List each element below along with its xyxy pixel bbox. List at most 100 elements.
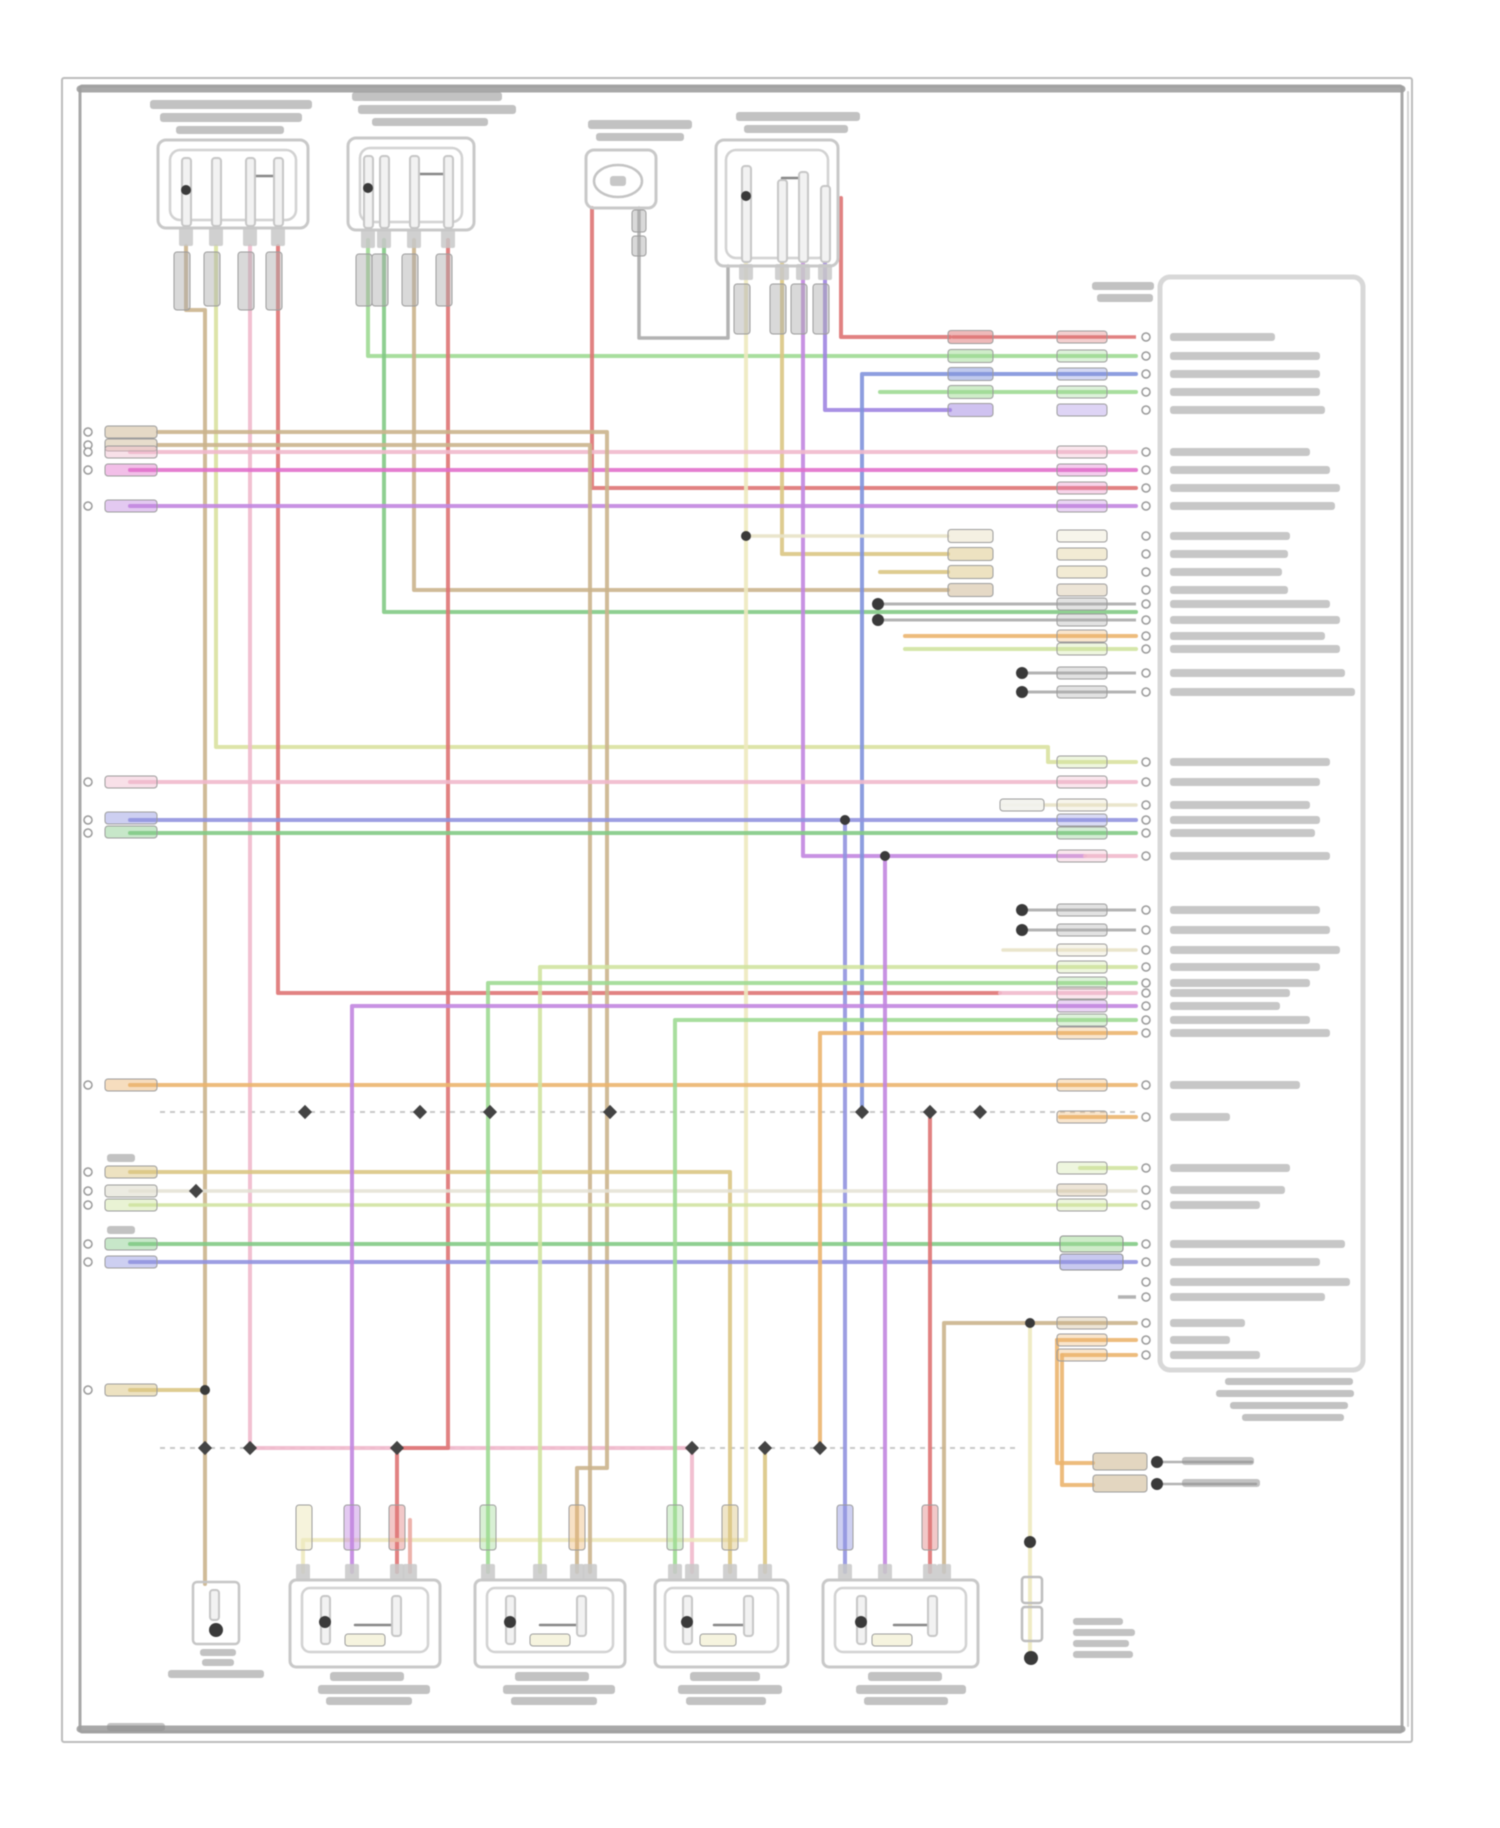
label-block-9 xyxy=(631,235,647,257)
ecm-pin-text-smudge-18 xyxy=(1170,688,1355,696)
diamond-splice-5 xyxy=(922,1104,938,1120)
label-block-33 xyxy=(343,1504,361,1551)
wire-color-label-block-30 xyxy=(1056,986,1108,1000)
wire-org-48 xyxy=(818,1031,1138,1450)
wire-grn-44 xyxy=(486,981,1138,1574)
ecm-pin-circle-33 xyxy=(1141,1028,1151,1038)
terminal-cap-10 xyxy=(796,264,810,280)
ecm-pin-text-smudge-6 xyxy=(1170,466,1330,474)
connector-box-12 xyxy=(653,1578,790,1669)
terminal-cap-19 xyxy=(583,1564,597,1580)
splice-dot-5 xyxy=(681,1616,693,1628)
ecm-pin-circle-43 xyxy=(1141,1318,1151,1328)
wire-amb-14 xyxy=(780,260,950,556)
ecm-pin-text-smudge-41 xyxy=(1170,1278,1350,1286)
splice-dot-13 xyxy=(1024,1536,1036,1548)
terminal-cap-11 xyxy=(818,264,832,280)
splice-dot-1 xyxy=(363,183,373,193)
text-smudge-4 xyxy=(358,105,516,114)
diamond-splice-2 xyxy=(482,1104,498,1120)
connector-pin-13 xyxy=(391,1595,402,1637)
terminal-cap-20 xyxy=(668,1564,682,1580)
sensor-symbol-ellipse xyxy=(592,163,644,199)
ecm-pin-circle-37 xyxy=(1141,1185,1151,1195)
terminal-cap-17 xyxy=(533,1564,547,1580)
ecm-pin-text-smudge-28 xyxy=(1170,963,1320,971)
splice-dot-3 xyxy=(319,1616,331,1628)
diamond-splice-4 xyxy=(854,1104,870,1120)
label-block-3 xyxy=(265,251,283,311)
diamond-splice-11 xyxy=(757,1440,773,1456)
connector-pin-2 xyxy=(245,157,256,227)
ecm-pin-circle-18 xyxy=(1141,687,1151,697)
connector-box-11 xyxy=(485,1586,615,1654)
wire-color-label-block-6 xyxy=(1056,463,1108,477)
terminal-cap-3 xyxy=(271,228,285,246)
wire-tan-9 xyxy=(412,238,950,592)
label-block-43 xyxy=(699,1633,737,1647)
text-smudge-26 xyxy=(856,1685,966,1694)
label-block-0 xyxy=(173,251,191,311)
wire-color-label-block-31 xyxy=(1056,999,1108,1013)
terminal-cap-24 xyxy=(838,1564,852,1580)
wire-color-label-block-20 xyxy=(1056,775,1108,789)
splice-dot-16 xyxy=(1151,1478,1163,1490)
ecm-pin-text-smudge-2 xyxy=(1170,370,1320,378)
splice-dot-11 xyxy=(200,1385,210,1395)
splice-dot-0 xyxy=(181,185,191,195)
splice-dot-10 xyxy=(880,851,890,861)
text-smudge-23 xyxy=(678,1685,782,1694)
inline-connector-block-9 xyxy=(947,529,994,543)
text-smudge-3 xyxy=(352,92,502,101)
ecm-pin-text-smudge-29 xyxy=(1170,979,1310,987)
label-block-27 xyxy=(104,1255,158,1269)
shield-drain-dot-25 xyxy=(1016,904,1028,916)
left-stub-pin-circle-10 xyxy=(83,1186,93,1196)
diamond-splice-6 xyxy=(972,1104,988,1120)
wire-color-label-block-17 xyxy=(1056,666,1108,680)
ecm-pin-circle-16 xyxy=(1141,644,1151,654)
diamond-splice-9 xyxy=(389,1440,405,1456)
label-block-41 xyxy=(344,1633,386,1647)
wire-org-54 xyxy=(1055,1338,1095,1465)
connector-box-7 xyxy=(1157,274,1366,1373)
ecm-pin-circle-30 xyxy=(1141,988,1151,998)
terminal-cap-6 xyxy=(407,230,421,248)
ecm-pin-text-smudge-21 xyxy=(1170,801,1310,809)
ecm-pin-circle-28 xyxy=(1141,962,1151,972)
terminal-cap-4 xyxy=(361,230,375,248)
terminal-cap-14 xyxy=(390,1564,404,1580)
connector-box-13 xyxy=(663,1586,780,1654)
ecm-pin-text-smudge-14 xyxy=(1170,616,1340,624)
wire-vio-15 xyxy=(801,260,1087,858)
text-smudge-13 xyxy=(1216,1390,1354,1397)
connector-box-0 xyxy=(156,138,310,230)
ecm-pin-text-smudge-33 xyxy=(1170,1029,1330,1037)
text-smudge-7 xyxy=(596,133,684,141)
ecm-pin-text-smudge-40 xyxy=(1170,1258,1320,1266)
ecm-pin-text-smudge-34 xyxy=(1170,1081,1300,1089)
text-smudge-14 xyxy=(1230,1402,1348,1409)
terminal-cap-26 xyxy=(923,1564,937,1580)
ecm-pin-circle-7 xyxy=(1141,483,1151,493)
inline-connector-block-3 xyxy=(947,385,994,399)
label-block-11 xyxy=(769,283,787,335)
wire-gr2-8 xyxy=(382,238,1138,614)
ecm-pin-circle-45 xyxy=(1141,1350,1151,1360)
text-smudge-29 xyxy=(202,1659,234,1666)
ecm-pin-circle-12 xyxy=(1141,585,1151,595)
wire-color-label-block-lg-39 xyxy=(1059,1235,1124,1253)
text-smudge-19 xyxy=(515,1672,589,1681)
left-stub-pin-circle-5 xyxy=(83,777,93,787)
wire-color-label-block-33 xyxy=(1056,1026,1108,1040)
text-smudge-33 xyxy=(1073,1640,1129,1647)
ecm-pin-text-smudge-22 xyxy=(1170,816,1320,824)
label-block-21 xyxy=(104,825,158,839)
label-block-29 xyxy=(999,798,1045,812)
splice-dot-12 xyxy=(1025,1318,1035,1328)
ecm-pin-text-smudge-42 xyxy=(1170,1293,1325,1301)
wire-color-label-block-3 xyxy=(1056,385,1108,399)
terminal-cap-21 xyxy=(685,1564,699,1580)
ecm-pin-text-smudge-15 xyxy=(1170,632,1325,640)
